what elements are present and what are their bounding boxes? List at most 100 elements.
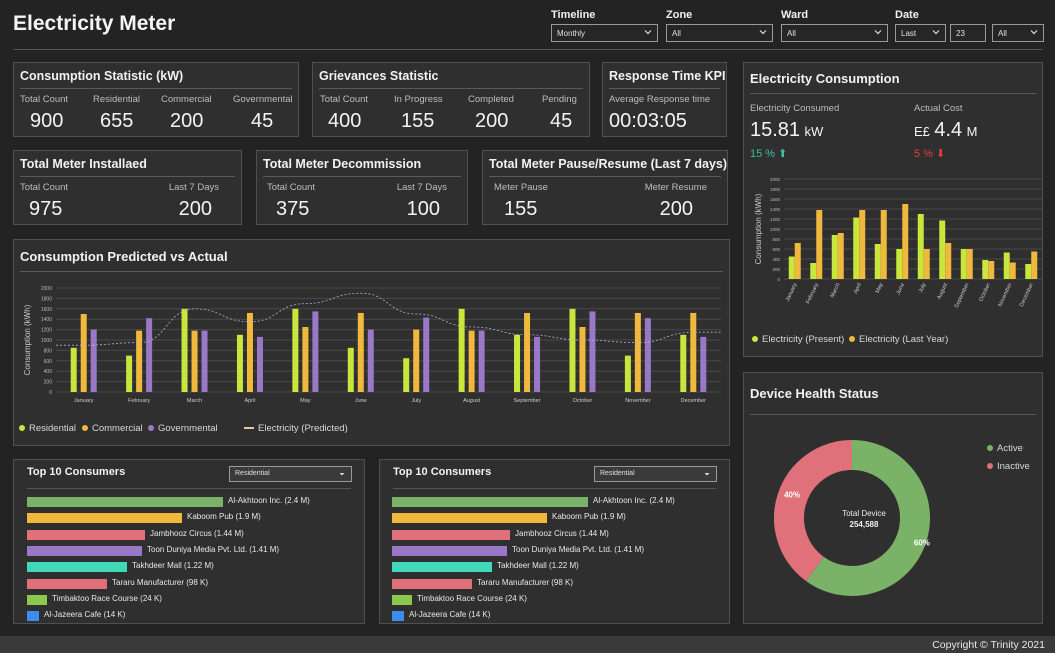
bar-residential: [569, 308, 576, 392]
legend-commercial: Commercial: [82, 423, 143, 434]
chevron-down-icon: [874, 30, 882, 35]
stat-value: 155: [504, 198, 538, 220]
consumer-label: Kaboom Pub (1.9 M): [187, 512, 261, 522]
ward-label: Ward: [781, 9, 809, 21]
legend-dot: [987, 445, 993, 452]
y-tick-label: 200: [772, 267, 780, 272]
consumer-row[interactable]: Timbaktoo Race Course (24 K): [392, 593, 722, 605]
bar-present: [853, 217, 860, 279]
consumer-row[interactable]: Toon Duniya Media Pvt. Ltd. (1.41 M): [27, 545, 357, 556]
bar-last-year: [816, 210, 823, 279]
zone-value: All: [672, 29, 681, 38]
consumer-bar: [392, 578, 472, 589]
consumer-row[interactable]: Jambhooz Circus (1.44 M): [392, 529, 722, 540]
date-unit-select[interactable]: All: [992, 24, 1044, 42]
bar-commercial: [357, 312, 364, 392]
consumer-label: Al-Akhtoon Inc. (2.4 M): [228, 496, 310, 505]
date-count-input[interactable]: 23: [950, 24, 986, 42]
bar-present: [1003, 252, 1010, 279]
x-tick-label: April: [853, 282, 863, 295]
consumer-row[interactable]: Kaboom Pub (1.9 M): [27, 512, 357, 524]
bar-residential: [126, 355, 133, 392]
x-tick-label: November: [997, 282, 1013, 308]
x-tick-label: April: [244, 398, 255, 404]
consumer-row[interactable]: Al-Akhtoon Inc. (2.4 M): [392, 496, 722, 507]
consumer-label: Timbaktoo Race Course (24 K): [417, 593, 527, 603]
stat-label: Meter Pause: [494, 182, 548, 193]
bar-last-year: [794, 243, 801, 279]
bar-last-year: [1031, 251, 1038, 279]
bar-residential: [347, 347, 354, 392]
top-consumers-card: Top 10 Consumers Residential Al-Akhtoon …: [13, 459, 365, 624]
electricity-consumption-chart: 0 200 400 600 800 1000 1200 1400 1600 1800 2000 Con…: [754, 177, 1042, 309]
consumer-bar: [27, 562, 127, 573]
consumer-row[interactable]: Al-Jazeera Cafe (14 K): [392, 610, 722, 622]
consumer-row[interactable]: Takhdeer Mall (1.22 M): [392, 561, 722, 573]
legend-governmental: Governmental: [148, 423, 218, 434]
bar-residential: [236, 334, 243, 392]
y-tick-label: 200: [44, 380, 53, 386]
bar-present: [831, 235, 838, 279]
x-tick-label: December: [681, 398, 707, 404]
consumer-row[interactable]: Timbaktoo Race Course (24 K): [27, 594, 357, 605]
donut-slice-label: 40%: [784, 491, 800, 500]
bar-commercial: [80, 314, 87, 392]
y-tick-label: 400: [44, 369, 53, 375]
ward-value: All: [787, 29, 796, 38]
consumer-type-value: Residential: [235, 470, 270, 477]
bar-residential: [624, 355, 631, 392]
consumer-type-select[interactable]: Residential: [594, 466, 717, 482]
consumer-bar: [27, 545, 142, 556]
consumer-row[interactable]: Jambhooz Circus (1.44 M): [27, 529, 357, 540]
stat-label: Pending: [542, 94, 577, 105]
bar-residential: [181, 308, 188, 392]
chevron-down-icon: [644, 30, 652, 35]
bar-residential: [458, 308, 465, 392]
date-mode-select[interactable]: Last: [895, 24, 946, 42]
x-tick-label: November: [625, 398, 651, 404]
bar-present: [939, 220, 946, 279]
consumer-row[interactable]: Toon Duniya Media Pvt. Ltd. (1.41 M): [392, 545, 722, 556]
consumer-row[interactable]: Kaboom Pub (1.9 M): [392, 512, 722, 524]
bar-residential: [292, 308, 299, 392]
bar-commercial: [246, 312, 253, 392]
ward-select[interactable]: All: [781, 24, 888, 42]
consumer-row[interactable]: Tararu Manufacturer (98 K): [392, 578, 722, 589]
meter-decommission-card: Total Meter Decommission Total Count 375…: [256, 150, 468, 225]
zone-select[interactable]: All: [666, 24, 773, 42]
bar-governmental: [146, 318, 153, 392]
device-health-donut: 60% 40%: [774, 440, 930, 596]
consumer-bar: [392, 611, 404, 622]
x-tick-label: August: [463, 398, 481, 404]
x-tick-label: January: [785, 282, 799, 302]
card-divider: [750, 414, 1036, 415]
bar-last-year: [966, 249, 973, 279]
consumer-row[interactable]: Takhdeer Mall (1.22 M): [27, 561, 357, 573]
bar-governmental: [367, 329, 374, 392]
card-title: Response Time KPI: [609, 69, 726, 83]
bar-commercial: [191, 330, 198, 392]
stat-value: 200: [659, 198, 693, 220]
consumer-label: Kaboom Pub (1.9 M): [552, 512, 626, 522]
consumer-label: Takhdeer Mall (1.22 M): [497, 561, 579, 571]
y-tick-label: 1600: [770, 197, 781, 202]
x-tick-label: July: [918, 282, 928, 294]
donut-slice-label: 60%: [914, 538, 930, 547]
legend-dot: [849, 336, 855, 343]
legend-residential: Residential: [19, 423, 76, 434]
top-consumers-card: Top 10 Consumers Residential Al-Akhtoon …: [379, 459, 730, 624]
consumer-row[interactable]: Al-Jazeera Cafe (14 K): [27, 610, 357, 622]
consumer-type-select[interactable]: Residential: [229, 466, 352, 482]
donut-center-value: 254,588: [849, 520, 879, 529]
card-title: Consumption Statistic (kW): [20, 69, 184, 83]
bar-last-year: [1009, 262, 1016, 279]
card-title: Consumption Predicted vs Actual: [20, 249, 228, 264]
y-tick-label: 1800: [770, 187, 781, 192]
timeline-select[interactable]: Monthly: [551, 24, 658, 42]
stat-value: 655: [100, 110, 134, 132]
consumer-row[interactable]: Tararu Manufacturer (98 K): [27, 578, 357, 589]
bar-present: [896, 249, 903, 279]
consumed-label: Electricity Consumed: [750, 103, 840, 114]
stat-value: 375: [276, 198, 310, 220]
consumer-row[interactable]: Al-Akhtoon Inc. (2.4 M): [27, 496, 357, 507]
